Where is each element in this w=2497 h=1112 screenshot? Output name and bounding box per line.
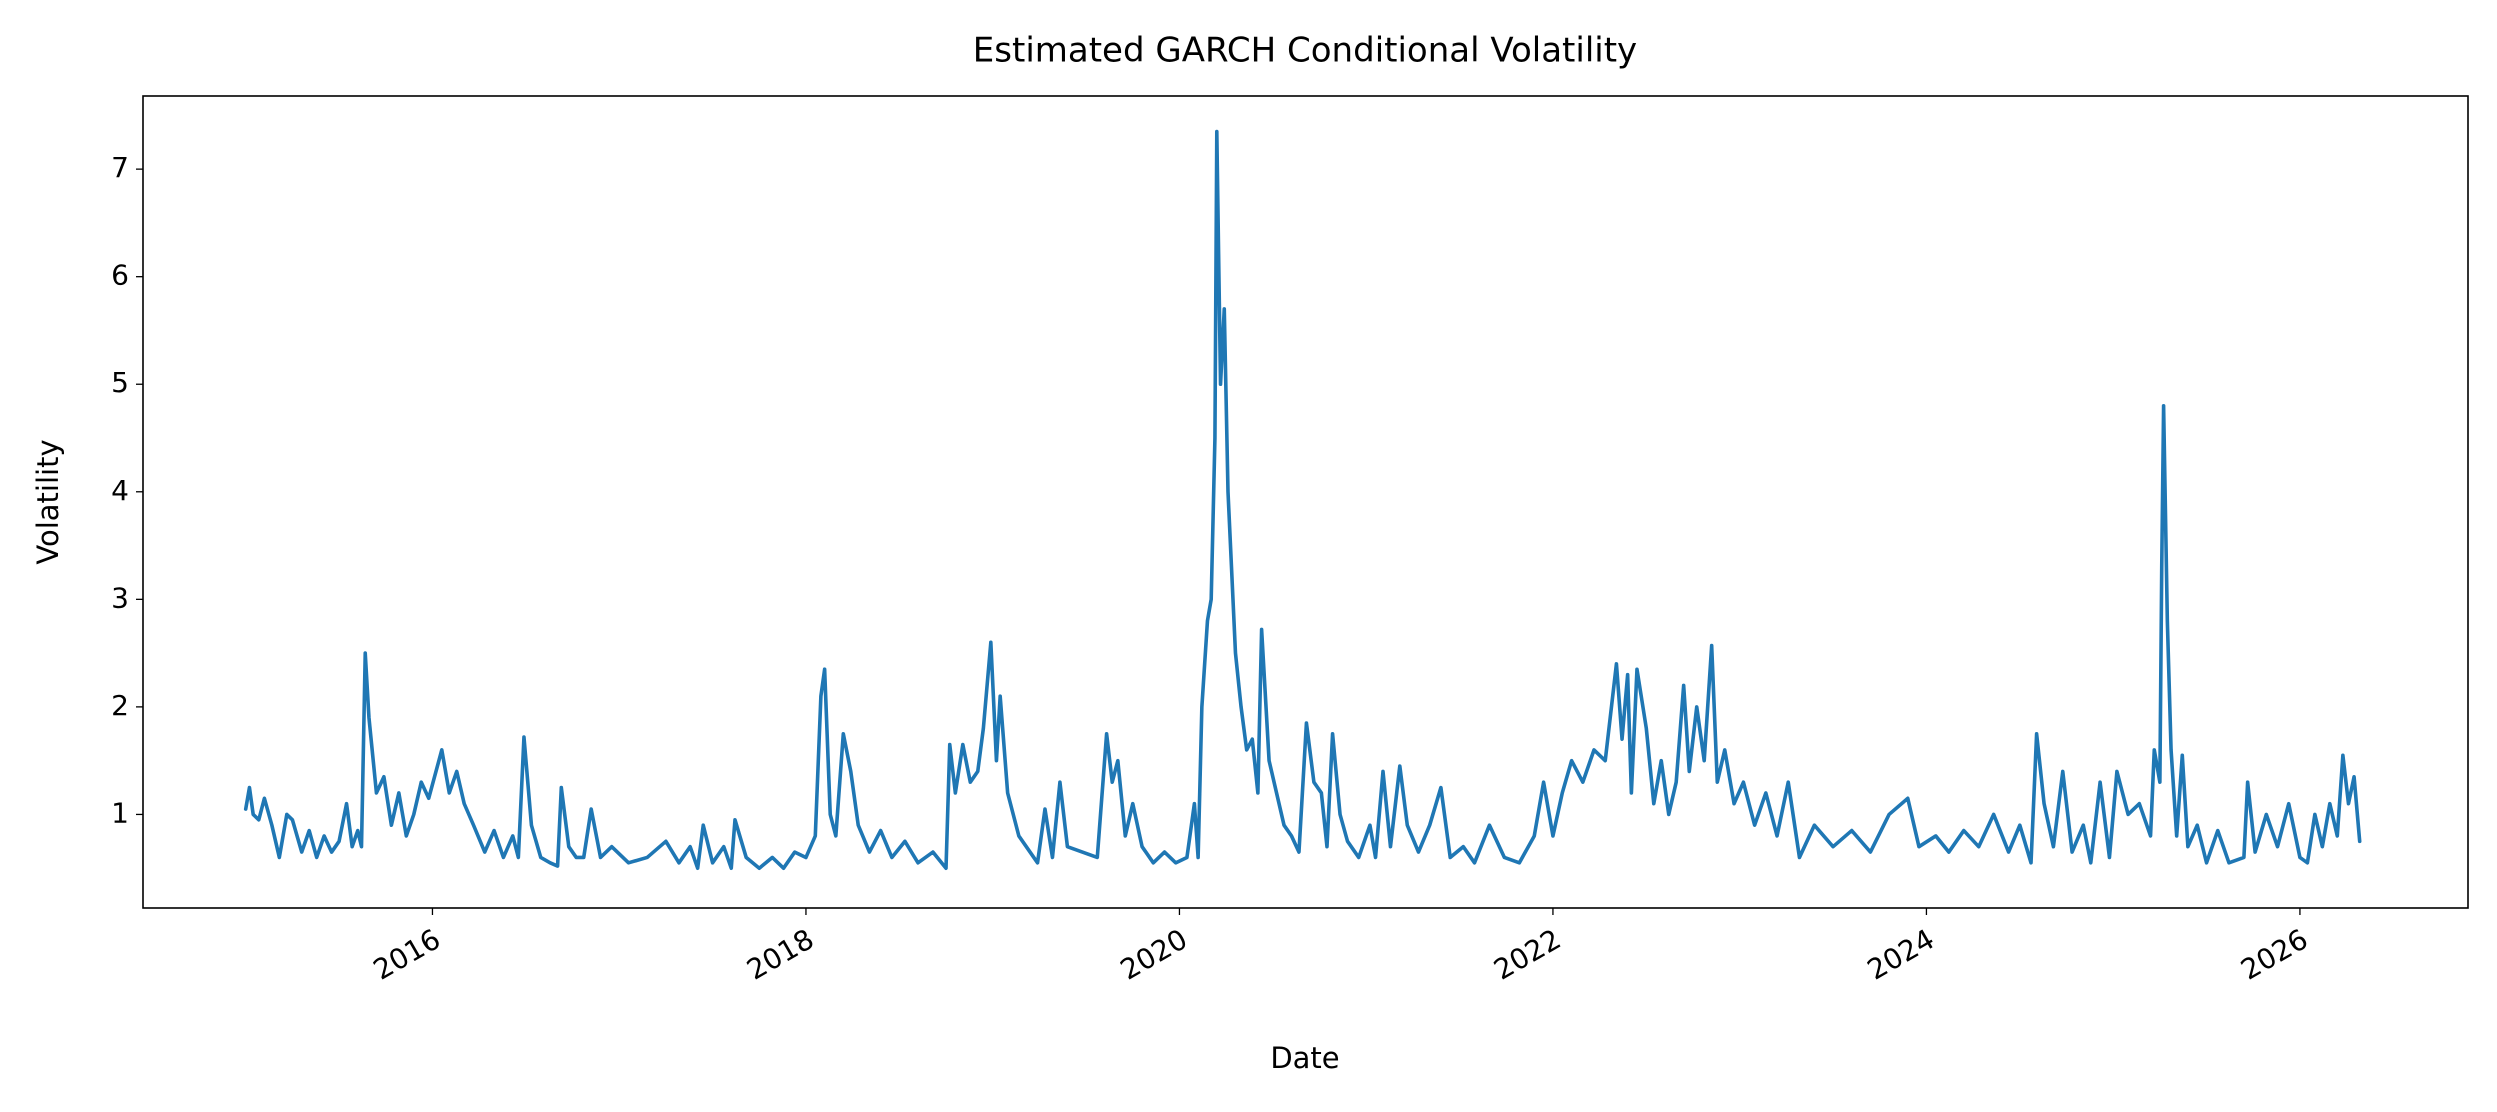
y-tick-label: 7 bbox=[111, 151, 129, 184]
y-tick-label: 6 bbox=[111, 259, 129, 292]
y-axis-label: Volatility bbox=[31, 439, 65, 564]
volatility-line bbox=[243, 129, 2362, 871]
y-tick-label: 5 bbox=[111, 366, 129, 399]
plot-frame bbox=[142, 95, 2469, 909]
chart-title: Estimated GARCH Conditional Volatility bbox=[973, 31, 1637, 71]
x-axis-label: Date bbox=[1270, 1041, 1339, 1075]
y-tick-label: 4 bbox=[111, 474, 129, 507]
y-tick-label: 1 bbox=[111, 796, 129, 829]
y-tick-label: 2 bbox=[111, 689, 129, 722]
y-tick-label: 3 bbox=[111, 581, 129, 614]
